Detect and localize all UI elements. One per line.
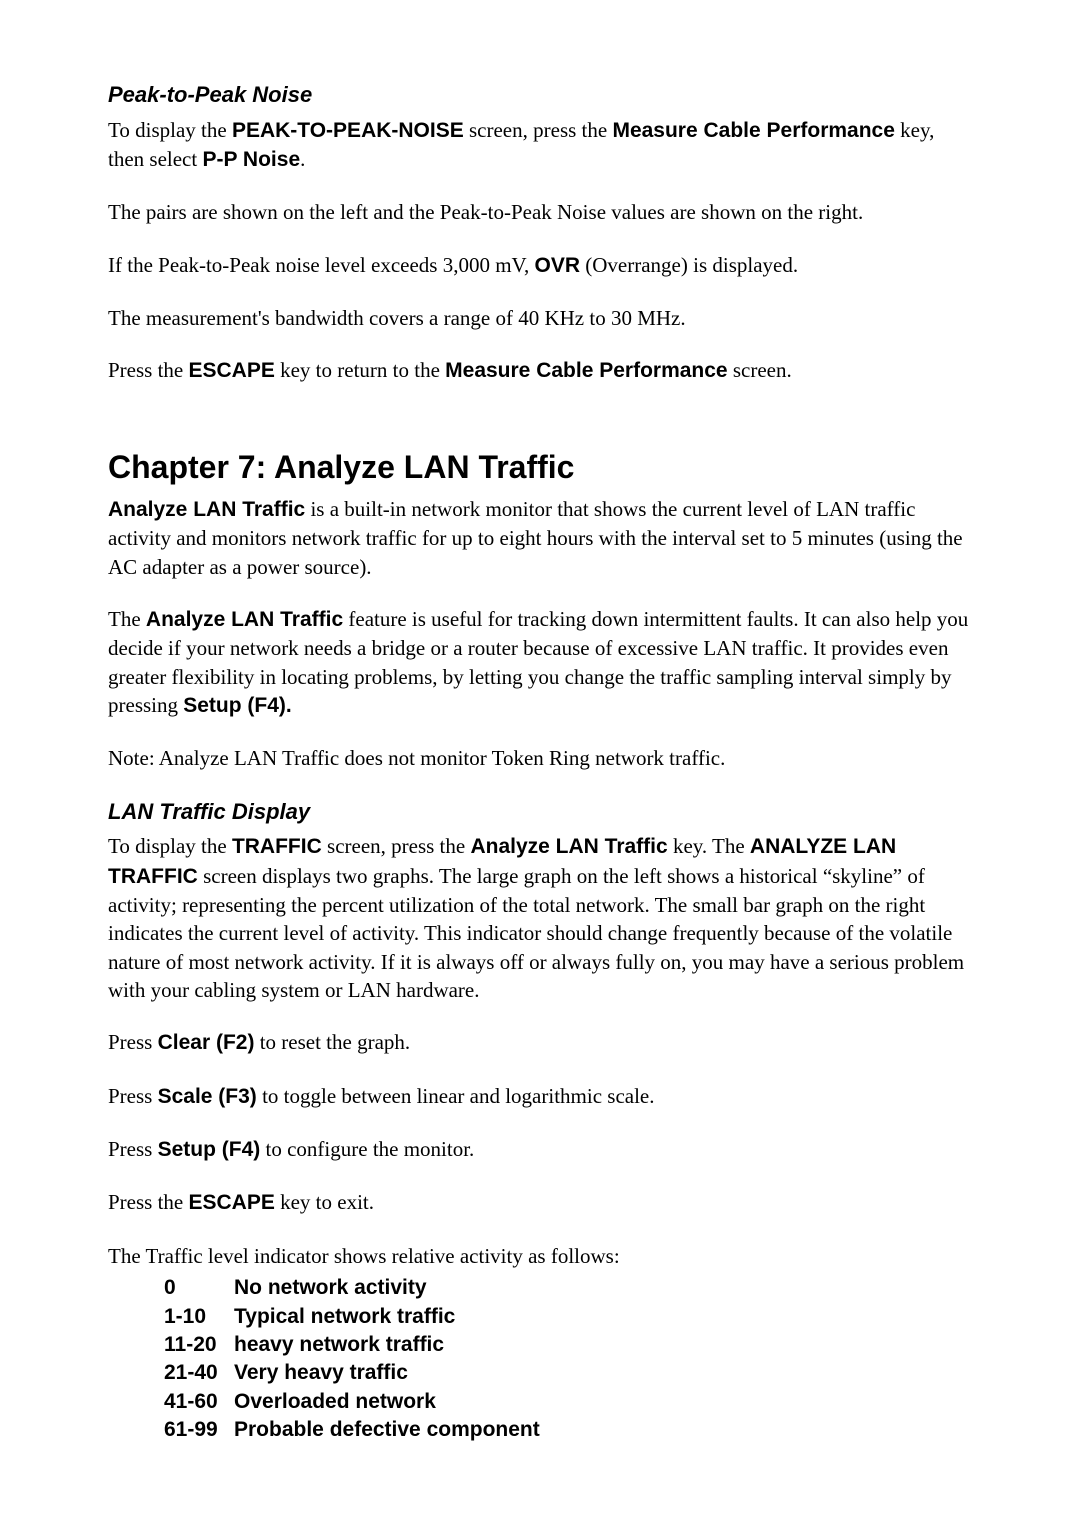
paragraph: Press Scale (F3) to toggle between linea… [108,1082,972,1111]
paragraph: Note: Analyze LAN Traffic does not monit… [108,744,972,772]
text: To display the [108,118,232,142]
text: screen. [728,358,792,382]
traffic-level-row: 21-40Very heavy traffic [164,1359,972,1387]
paragraph: Press the ESCAPE key to return to the Me… [108,356,972,385]
traffic-level-row: 61-99Probable defective component [164,1416,972,1444]
traffic-level-row: 0No network activity [164,1274,972,1302]
text: To display the [108,834,232,858]
text: The [108,607,146,631]
subheading-lan-traffic: LAN Traffic Display [108,797,972,827]
traffic-level-range: 41-60 [164,1388,234,1416]
bold-text: Measure Cable Performance [612,119,894,142]
bold-text: Setup (F4). [183,694,292,717]
chapter-title: Chapter 7: Analyze LAN Traffic [108,446,972,489]
paragraph: If the Peak-to-Peak noise level exceeds … [108,251,972,280]
subheading-peak-noise: Peak-to-Peak Noise [108,80,972,110]
text: Press [108,1084,158,1108]
text: screen, press the [322,834,471,858]
bold-text: Scale (F3) [158,1085,257,1108]
bold-text: Clear (F2) [158,1031,255,1054]
text: If the Peak-to-Peak noise level exceeds … [108,253,535,277]
paragraph: The pairs are shown on the left and the … [108,198,972,226]
traffic-level-description: heavy network traffic [234,1331,444,1359]
bold-text: P-P Noise [202,148,300,171]
paragraph: Press the ESCAPE key to exit. [108,1188,972,1217]
bold-text: ESCAPE [189,359,275,382]
traffic-level-row: 41-60Overloaded network [164,1388,972,1416]
text: key. The [668,834,750,858]
text: Press [108,1137,158,1161]
text: . [300,147,305,171]
paragraph: Analyze LAN Traffic is a built-in networ… [108,495,972,581]
text: (Overrange) is displayed. [580,253,798,277]
text: screen, press the [464,118,613,142]
document-page: Peak-to-Peak Noise To display the PEAK-T… [0,0,1080,1524]
traffic-level-description: No network activity [234,1274,427,1302]
text: key to return to the [275,358,445,382]
bold-text: ESCAPE [189,1191,275,1214]
text: key to exit. [275,1190,374,1214]
traffic-level-description: Overloaded network [234,1388,436,1416]
paragraph: The measurement's bandwidth covers a ran… [108,304,972,332]
traffic-level-description: Typical network traffic [234,1303,455,1331]
bold-text: Analyze LAN Traffic [146,608,343,631]
traffic-level-range: 11-20 [164,1331,234,1359]
text: Press the [108,358,189,382]
paragraph: To display the PEAK-TO-PEAK-NOISE screen… [108,116,972,175]
bold-text: Setup (F4) [158,1138,261,1161]
text: to toggle between linear and logarithmic… [257,1084,655,1108]
paragraph: Press Clear (F2) to reset the graph. [108,1028,972,1057]
traffic-level-range: 1-10 [164,1303,234,1331]
bold-text: OVR [535,254,581,277]
text: to configure the monitor. [260,1137,474,1161]
paragraph: The Analyze LAN Traffic feature is usefu… [108,605,972,720]
paragraph: The Traffic level indicator shows relati… [108,1242,972,1270]
paragraph: Press Setup (F4) to configure the monito… [108,1135,972,1164]
traffic-level-range: 61-99 [164,1416,234,1444]
traffic-level-description: Probable defective component [234,1416,540,1444]
bold-text: Measure Cable Performance [445,359,727,382]
paragraph: To display the TRAFFIC screen, press the… [108,832,972,1004]
text: Press [108,1030,158,1054]
traffic-level-row: 1-10Typical network traffic [164,1303,972,1331]
bold-text: Analyze LAN Traffic [470,835,667,858]
traffic-level-range: 0 [164,1274,234,1302]
traffic-level-description: Very heavy traffic [234,1359,408,1387]
traffic-levels-list: 0No network activity1-10Typical network … [164,1274,972,1444]
bold-text: TRAFFIC [232,835,322,858]
traffic-level-row: 11-20heavy network traffic [164,1331,972,1359]
text: to reset the graph. [254,1030,410,1054]
text: screen displays two graphs. The large gr… [108,864,964,1002]
text: Press the [108,1190,189,1214]
bold-text: Analyze LAN Traffic [108,498,305,521]
traffic-level-range: 21-40 [164,1359,234,1387]
bold-text: PEAK-TO-PEAK-NOISE [232,119,464,142]
